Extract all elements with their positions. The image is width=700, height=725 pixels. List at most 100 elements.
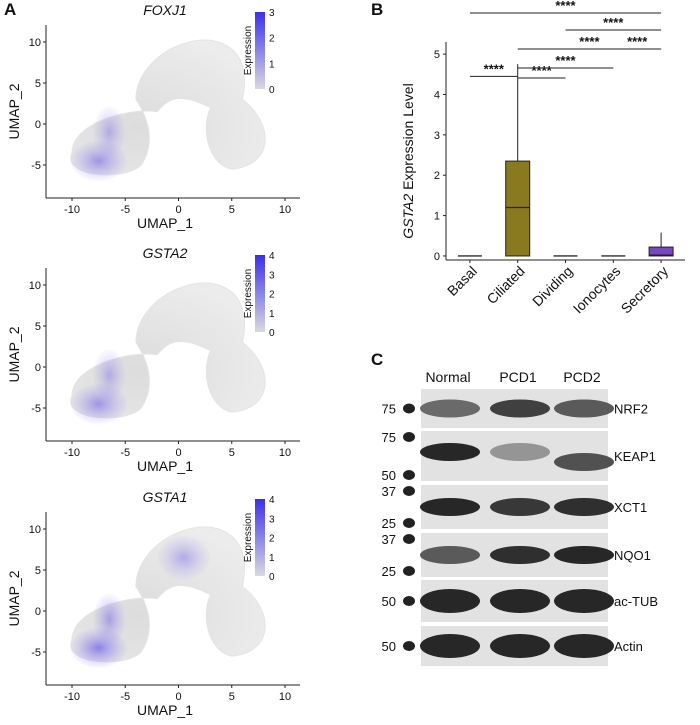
blot-mw-marker-dot [403,486,415,496]
umap-x-tick-label: -5 [120,204,130,216]
boxplot-category-label: Basal [444,263,480,299]
colorbar-tick-label: 1 [269,553,275,564]
blot-protein-label: NQO1 [614,548,651,563]
box-secretory [648,232,674,257]
colorbar-title: Expression [243,26,254,75]
significance-bracket: **** [469,0,662,14]
boxplot-y-tick-label: 0 [434,251,440,263]
significance-bracket: **** [469,61,518,77]
panel-label-a: A [4,0,17,19]
umap-x-tick-label: 0 [175,691,181,703]
significance-label: **** [627,34,648,49]
significance-label: **** [579,34,600,49]
significance-bracket: **** [517,53,614,69]
umap-y-axis-title: UMAP_2 [6,326,22,382]
blot-mw-marker-label: 25 [382,564,396,579]
boxplot-y-axis-title: GSTA2 Expression Level [400,83,416,238]
blot-mw-marker-dot [403,470,415,480]
colorbar-tick-label: 0 [269,328,275,339]
significance-label: **** [555,53,576,68]
boxplot-y-tick-label: 5 [434,49,440,61]
colorbar-tick-label: 2 [269,34,275,45]
umap-gene-title: GSTA2 [143,245,188,261]
umap-expression-region [93,106,126,159]
umap-y-tick-label: -5 [31,403,41,415]
umap-y-tick-label: 5 [35,565,41,577]
umap-x-tick-label: 10 [279,447,291,459]
blot-mw-marker-dot [403,534,415,544]
umap-x-axis-title: UMAP_1 [137,702,193,718]
colorbar-tick-label: 3 [269,270,275,281]
colorbar-tick-label: 1 [269,59,275,70]
blot-protein-label: XCT1 [614,500,647,515]
blot-mw-marker-dot [403,641,415,651]
umap-y-tick-label: 5 [35,78,41,90]
umap-x-tick-label: 10 [279,204,291,216]
colorbar-tick-label: 3 [269,514,275,525]
blot-lane-label: Normal [425,369,470,385]
umap-x-axis-title: UMAP_1 [137,458,193,474]
colorbar-tick-label: 3 [269,8,275,19]
blot-band [554,498,614,516]
blot-band [420,546,480,564]
blot-band [554,399,614,418]
umap-x-tick-label: 10 [279,691,291,703]
colorbar-title: Expression [243,513,254,562]
boxplot-y-axis-gene: GSTA2 [400,194,416,239]
umap-y-tick-label: 0 [35,119,41,131]
blot-lane-label: PCD2 [563,369,601,385]
umap-y-tick-label: 10 [29,37,41,49]
blot-row-xct1: XCT1 37 25 [382,484,648,531]
umap-x-tick-label: -10 [64,691,80,703]
blot-mw-marker-label: 37 [382,484,396,499]
boxplot-category-label: Secretory [618,263,672,317]
umap-y-axis-title: UMAP_2 [6,83,22,139]
umap-y-axis-title: UMAP_2 [6,570,22,626]
boxplot-y-tick-label: 3 [434,130,440,142]
colorbar-tick-label: 4 [269,251,275,262]
blot-mw-marker-label: 25 [382,516,396,531]
blot-protein-label: Actin [614,639,643,654]
boxplot-category-label: Ciliated [483,263,527,307]
blot-mw-marker-dot [403,403,415,414]
significance-label: **** [484,61,505,76]
panel-label-c: C [371,350,384,369]
blot-row-actin: Actin 50 [382,626,643,666]
blot-protein-label: KEAP1 [614,449,656,464]
umap-x-tick-label: 0 [175,204,181,216]
blot-band [554,589,614,613]
blot-mw-marker-label: 75 [382,402,396,417]
blot-band [420,589,480,613]
blot-lane-label: PCD1 [499,369,537,385]
blot-band [420,634,480,658]
significance-bracket: **** [565,15,662,31]
umap-x-tick-label: 5 [229,447,235,459]
boxplot-category-label: Ionocytes [570,263,624,317]
blot-band [420,443,480,461]
blot-band [490,498,550,516]
umap-y-tick-label: 10 [29,524,41,536]
boxplot-chart: 0 1 2 3 4 5 GSTA2 Expression Level Basal Ciliate… [400,0,685,317]
significance-bracket: **** [517,63,566,79]
western-blot: Normal PCD1 PCD2NRF275KEAP17550XCT13725NQO… [382,369,658,666]
blot-band [420,399,480,418]
boxplot-y-tick-label: 4 [434,89,440,101]
umap-x-tick-label: -5 [120,447,130,459]
blot-mw-marker-label: 75 [382,430,396,445]
significance-label: **** [603,15,624,30]
blot-mw-marker-label: 50 [382,468,396,483]
blot-band [554,546,614,564]
blot-mw-marker-dot [403,596,415,606]
blot-row-nqo1: NQO1 37 25 [382,532,651,579]
blot-band [490,634,550,658]
colorbar [255,255,265,332]
blot-mw-marker-label: 50 [382,639,396,654]
blot-mw-marker-dot [403,518,415,528]
boxplot-category-label: Dividing [529,263,576,310]
blot-mw-marker-dot [403,432,415,442]
blot-row-keap1: KEAP1 75 50 [382,430,656,483]
umap-y-tick-label: -5 [31,647,41,659]
